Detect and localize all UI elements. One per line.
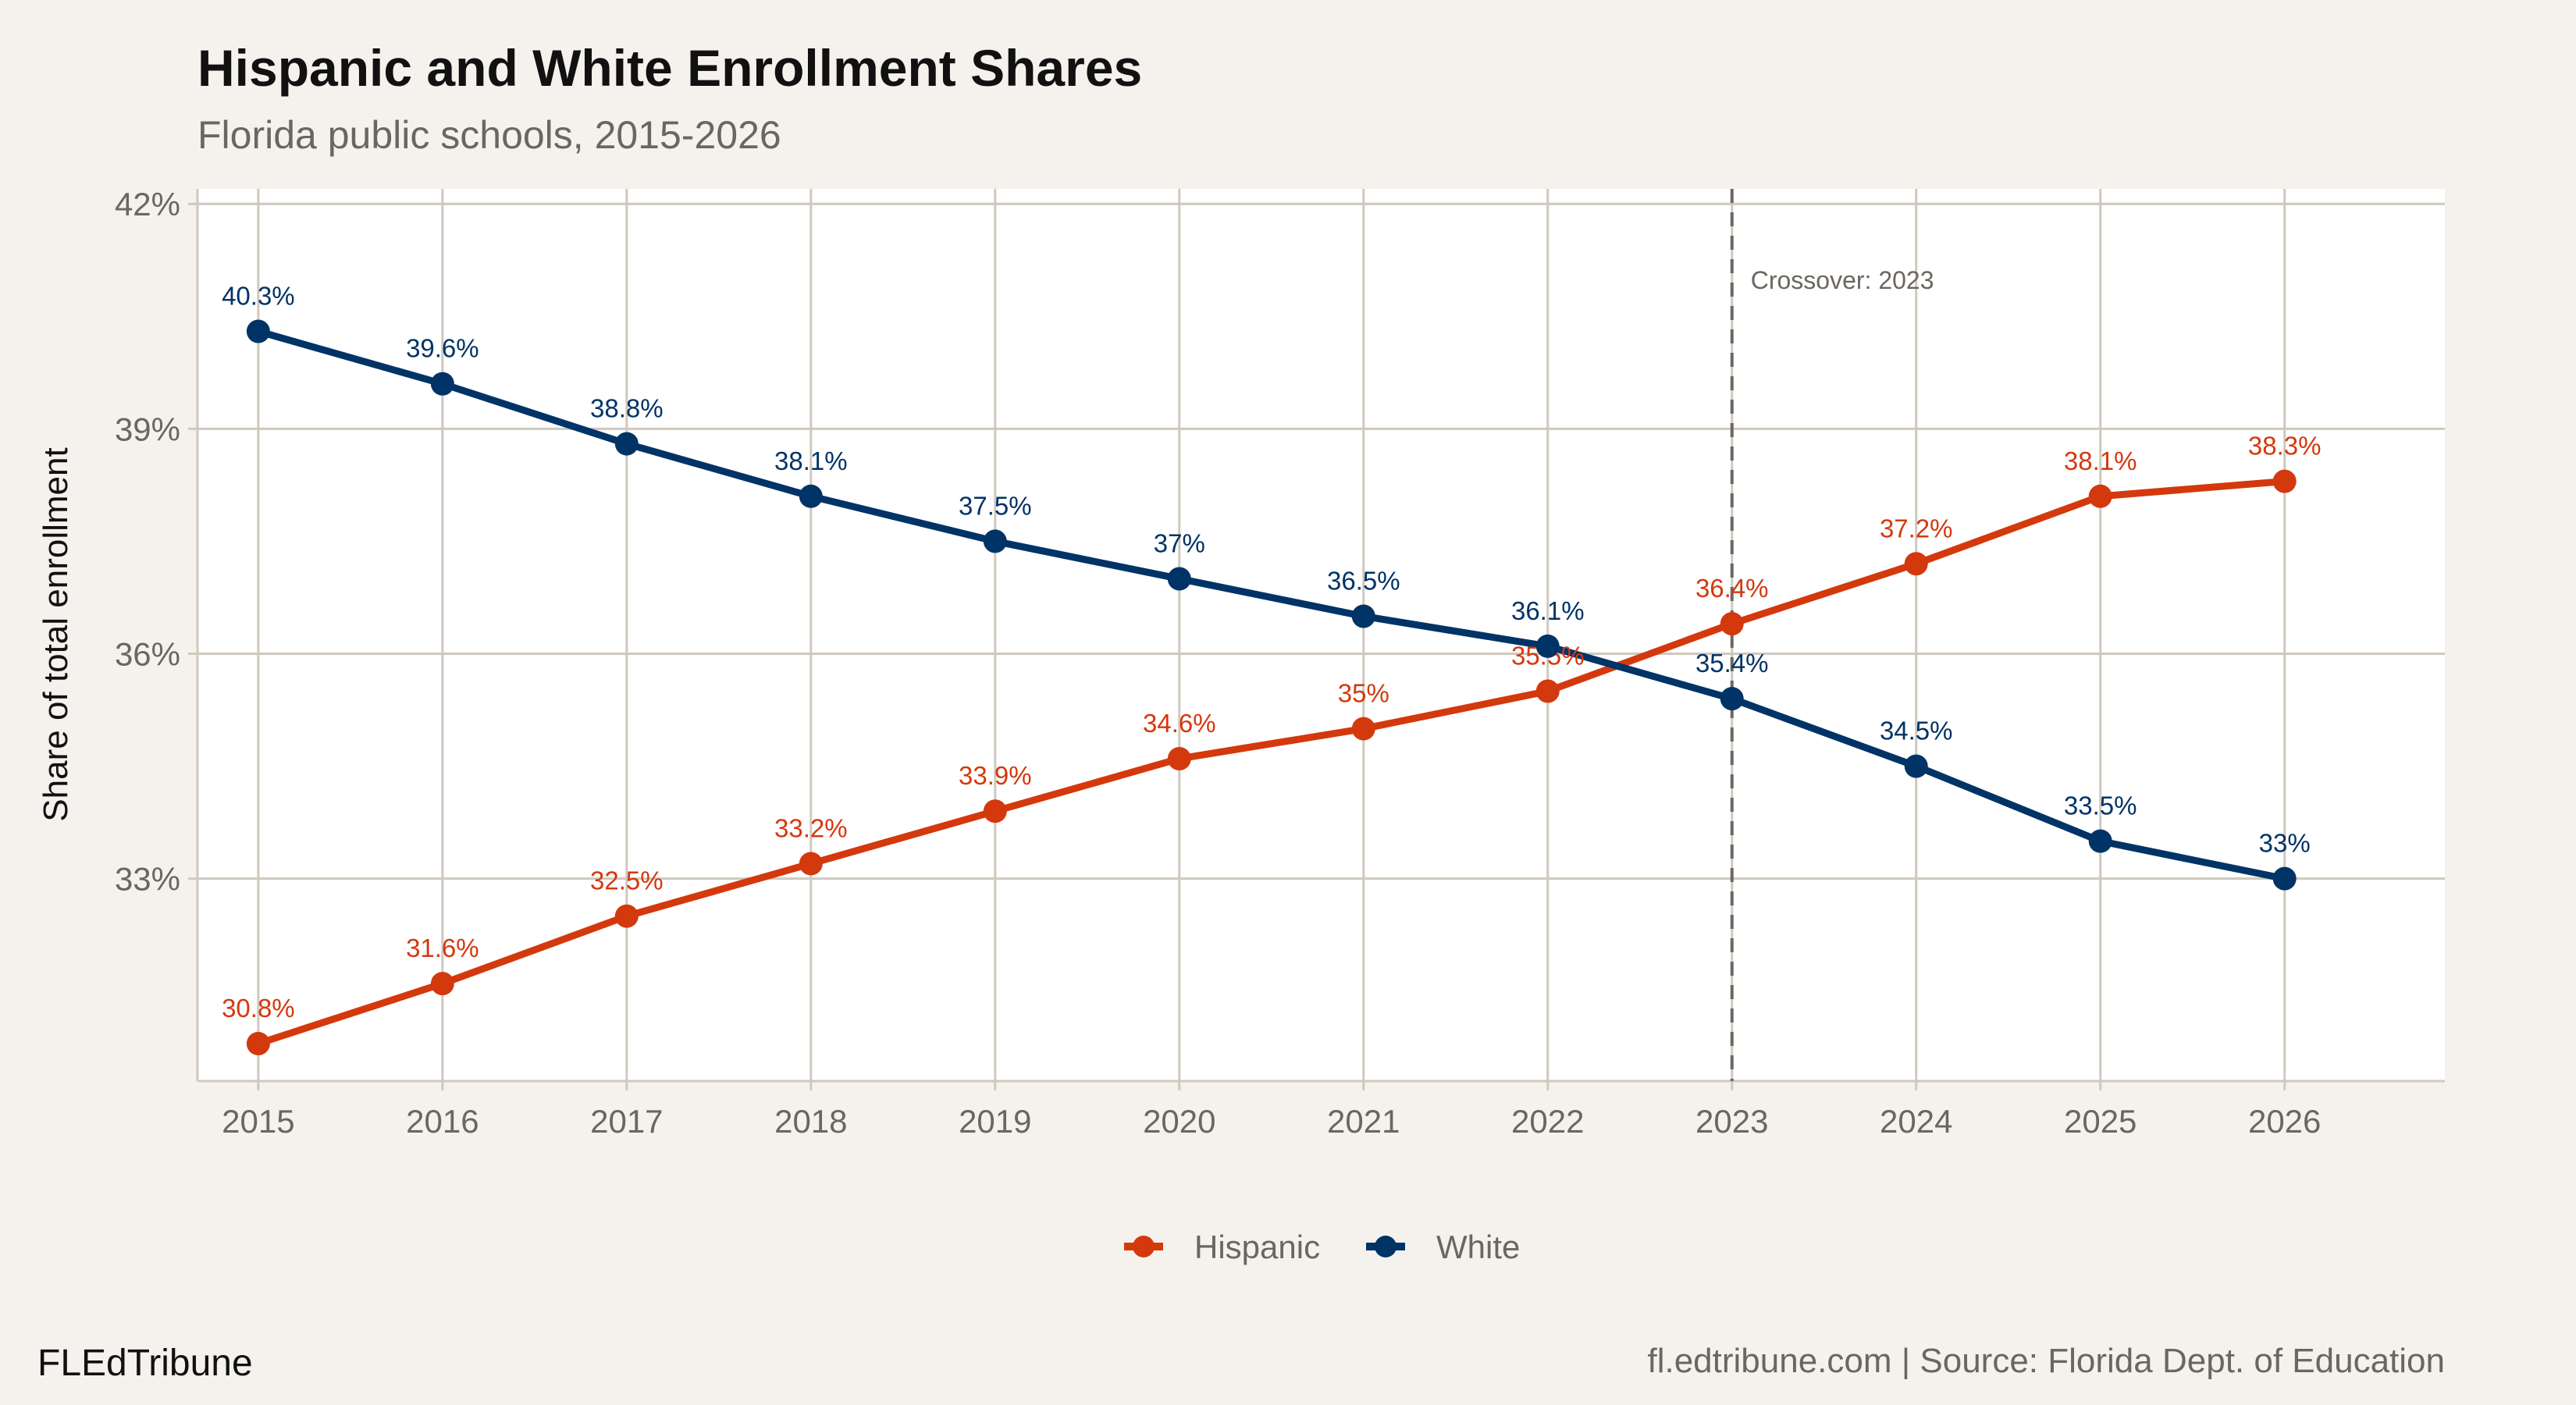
data-label-hispanic: 30.8% xyxy=(222,994,295,1023)
x-tick-label: 2024 xyxy=(1880,1103,1952,1140)
data-label-white: 38.1% xyxy=(774,446,848,475)
data-label-white: 38.8% xyxy=(590,394,664,423)
data-label-white: 37.5% xyxy=(959,491,1032,520)
plot-panel xyxy=(197,189,2445,1081)
y-axis-title: Share of total enrollment xyxy=(37,447,75,821)
x-tick-label: 2026 xyxy=(2248,1103,2321,1140)
legend-label: White xyxy=(1436,1229,1520,1265)
data-point-white xyxy=(983,529,1007,553)
data-point-hispanic xyxy=(2088,484,2112,508)
data-label-hispanic: 37.2% xyxy=(1880,514,1953,542)
x-tick-label: 2017 xyxy=(590,1103,663,1140)
data-point-white xyxy=(799,484,823,508)
data-label-hispanic: 35% xyxy=(1338,679,1389,708)
data-label-white: 35.4% xyxy=(1695,649,1769,678)
data-point-hispanic xyxy=(1904,552,1928,576)
legend: Hispanic White xyxy=(1124,1229,1520,1265)
data-label-white: 36.1% xyxy=(1511,596,1585,625)
y-tick-label: 36% xyxy=(115,636,180,673)
data-label-hispanic: 33.9% xyxy=(959,761,1032,790)
data-label-white: 33.5% xyxy=(2064,791,2137,820)
data-label-white: 40.3% xyxy=(222,281,295,310)
data-point-hispanic xyxy=(1351,717,1375,741)
y-tick-label: 33% xyxy=(115,861,180,898)
y-tick-label: 39% xyxy=(115,411,180,447)
data-point-white xyxy=(614,432,639,456)
crossover-label: Crossover: 2023 xyxy=(1751,266,1934,294)
data-point-hispanic xyxy=(1535,679,1560,703)
data-label-hispanic: 34.6% xyxy=(1143,709,1216,738)
legend-key-point xyxy=(1375,1236,1397,1257)
data-point-white xyxy=(1904,754,1928,778)
legend-key-point xyxy=(1133,1236,1155,1257)
data-label-white: 33% xyxy=(2259,829,2311,858)
data-point-white xyxy=(1535,634,1560,658)
x-tick-label: 2021 xyxy=(1327,1103,1400,1140)
data-point-hispanic xyxy=(799,852,823,876)
data-point-hispanic xyxy=(1167,746,1191,770)
data-point-hispanic xyxy=(246,1031,270,1055)
data-point-hispanic xyxy=(1720,612,1744,636)
x-tick-label: 2020 xyxy=(1143,1103,1215,1140)
series-line-white xyxy=(257,328,2286,883)
x-tick-label: 2022 xyxy=(1511,1103,1584,1140)
data-point-hispanic xyxy=(983,799,1007,823)
data-label-white: 37% xyxy=(1154,528,1205,557)
data-point-white xyxy=(2272,866,2297,891)
data-label-hispanic: 32.5% xyxy=(590,866,664,895)
chart-subtitle: Florida public schools, 2015-2026 xyxy=(197,113,781,157)
data-point-white xyxy=(430,372,454,396)
data-point-white xyxy=(1167,567,1191,591)
brand-logo-text: FLEdTribune xyxy=(37,1343,253,1384)
series-layer: 30.8%31.6%32.5%33.2%33.9%34.6%35%35.5%36… xyxy=(222,281,2321,1055)
data-label-white: 36.5% xyxy=(1327,566,1400,595)
data-label-hispanic: 36.4% xyxy=(1695,574,1769,603)
data-label-hispanic: 31.6% xyxy=(406,934,479,962)
chart-title: Hispanic and White Enrollment Shares xyxy=(197,39,1142,97)
y-tick-label: 42% xyxy=(115,186,180,222)
x-tick-label: 2015 xyxy=(222,1103,294,1140)
x-tick-label: 2019 xyxy=(959,1103,1031,1140)
data-label-hispanic: 33.2% xyxy=(774,813,848,842)
legend-label: Hispanic xyxy=(1194,1229,1320,1265)
x-tick-label: 2023 xyxy=(1695,1103,1768,1140)
data-point-white xyxy=(246,319,270,343)
data-label-white: 39.6% xyxy=(406,334,479,363)
data-point-white xyxy=(1720,687,1744,711)
series-line-hispanic xyxy=(257,478,2286,1048)
axes: 2015 2016 2017 2018 2019 2020 2021 2022 2023 2024… xyxy=(115,186,2445,1140)
x-tick-label: 2018 xyxy=(774,1103,847,1140)
data-label-hispanic: 38.1% xyxy=(2064,446,2137,475)
x-tick-label: 2016 xyxy=(406,1103,479,1140)
source-caption: fl.edtribune.com | Source: Florida Dept.… xyxy=(1647,1342,2445,1380)
data-point-hispanic xyxy=(614,904,639,928)
data-point-white xyxy=(1351,604,1375,628)
data-point-white xyxy=(2088,829,2112,853)
data-label-hispanic: 38.3% xyxy=(2248,432,2322,461)
data-label-white: 34.5% xyxy=(1880,717,1953,745)
data-point-hispanic xyxy=(2272,469,2297,493)
data-point-hispanic xyxy=(430,972,454,996)
x-tick-label: 2025 xyxy=(2064,1103,2137,1140)
